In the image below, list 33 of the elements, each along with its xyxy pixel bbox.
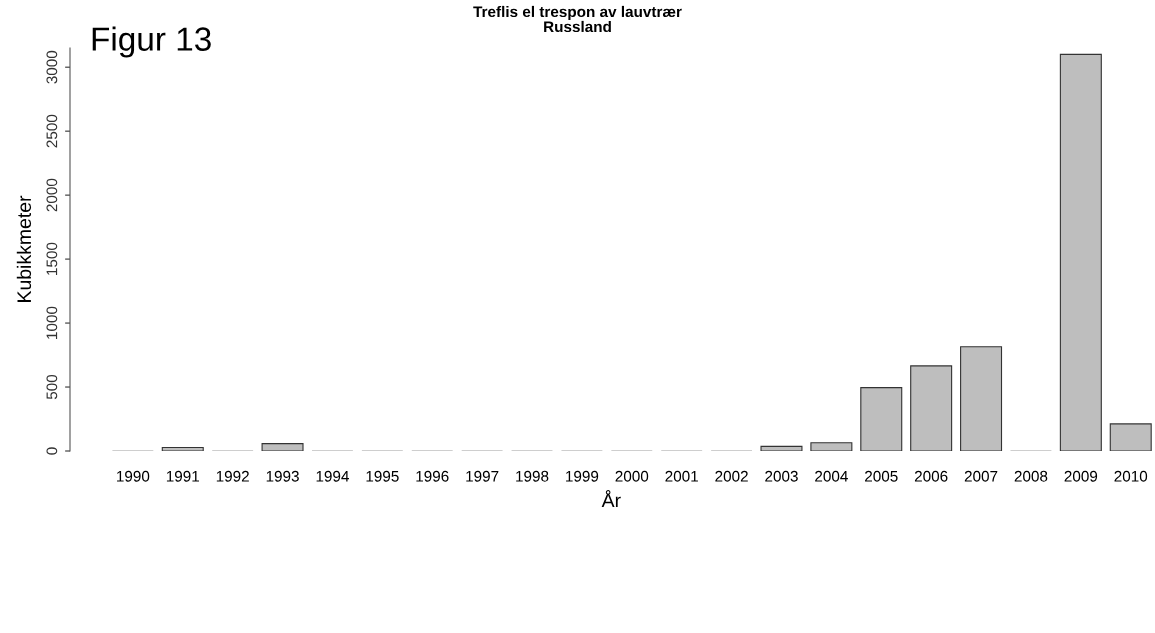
x-tick-label: 2000 — [615, 470, 649, 482]
x-tick-label: 1990 — [117, 470, 150, 482]
y-tick-label: 3000 — [46, 50, 58, 84]
x-tick-label: 2007 — [964, 470, 998, 482]
x-tick-label: 2010 — [1114, 470, 1148, 482]
x-tick-label: 2008 — [1014, 470, 1048, 482]
x-tick-label: 2004 — [815, 470, 848, 482]
y-tick-label: 2500 — [46, 114, 58, 148]
x-tick-label: 2003 — [765, 470, 798, 482]
x-tick-label: 2009 — [1064, 470, 1098, 482]
x-tick-label: 2001 — [665, 470, 698, 482]
y-axis-title: Kubikkmeter — [16, 195, 32, 302]
x-tick-label: 1995 — [366, 470, 399, 482]
x-tick-label: 2005 — [865, 470, 898, 482]
y-tick-label: 1500 — [46, 242, 58, 275]
y-tick-label: 2000 — [46, 178, 58, 212]
x-tick-label: 1993 — [266, 470, 299, 482]
x-tick-label: 1998 — [516, 470, 549, 482]
annotation: Figur 13 — [92, 26, 211, 58]
chart-title: Treflis el trespon av lauvtrær — [473, 5, 682, 21]
x-tick-label: 1992 — [216, 470, 249, 482]
x-tick-label: 1996 — [416, 470, 449, 482]
x-tick-label: 1991 — [166, 470, 200, 482]
x-tick-label: 2002 — [715, 470, 748, 482]
x-tick-label: 1999 — [566, 470, 599, 482]
x-tick-label: 1994 — [316, 470, 349, 482]
y-tick-label: 500 — [46, 374, 58, 400]
y-tick-label: 0 — [46, 447, 58, 455]
x-axis-title: År — [601, 490, 621, 508]
chart-subtitle: Russland — [544, 20, 611, 33]
y-tick-label: 1000 — [46, 306, 58, 339]
x-tick-label: 2006 — [914, 470, 948, 482]
x-tick-label: 1997 — [466, 470, 499, 482]
